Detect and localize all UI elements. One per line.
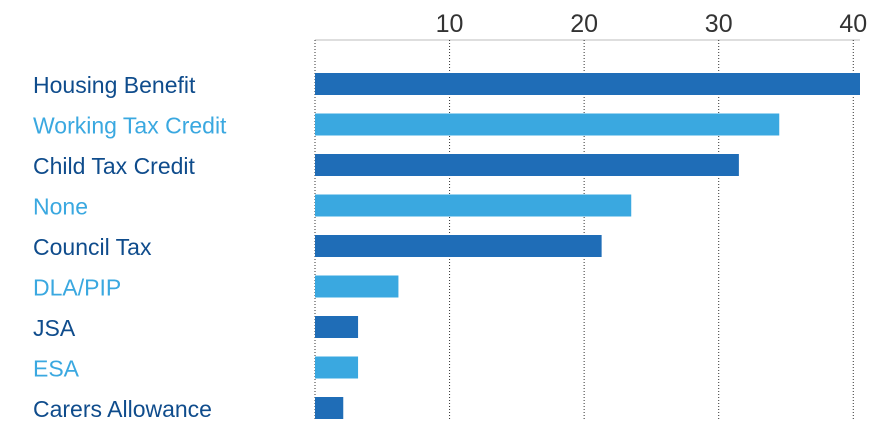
- category-label: Child Tax Credit: [33, 153, 196, 179]
- bar-working-tax-credit: [315, 113, 780, 136]
- category-label: JSA: [33, 315, 76, 341]
- category-label: Working Tax Credit: [33, 113, 227, 139]
- category-label: Council Tax: [33, 234, 152, 260]
- x-tick-label: 40: [839, 10, 867, 38]
- category-label: ESA: [33, 356, 80, 382]
- bar-housing-benefit: [315, 73, 860, 95]
- bar-child-tax-credit: [315, 154, 739, 176]
- bar-council-tax: [315, 235, 602, 257]
- category-label: Housing Benefit: [33, 72, 196, 98]
- bar-jsa: [315, 316, 359, 338]
- category-label: DLA/PIP: [33, 275, 121, 301]
- bar-carers-allowance: [315, 397, 344, 419]
- x-tick-label: 30: [705, 10, 733, 38]
- x-tick-label: 20: [570, 10, 598, 38]
- x-tick-label: 10: [436, 10, 464, 38]
- bar-esa: [315, 356, 359, 379]
- category-label: None: [33, 194, 88, 220]
- category-label: Carers Allowance: [33, 396, 212, 419]
- bar-none: [315, 194, 632, 217]
- bar-dla-pip: [315, 275, 399, 298]
